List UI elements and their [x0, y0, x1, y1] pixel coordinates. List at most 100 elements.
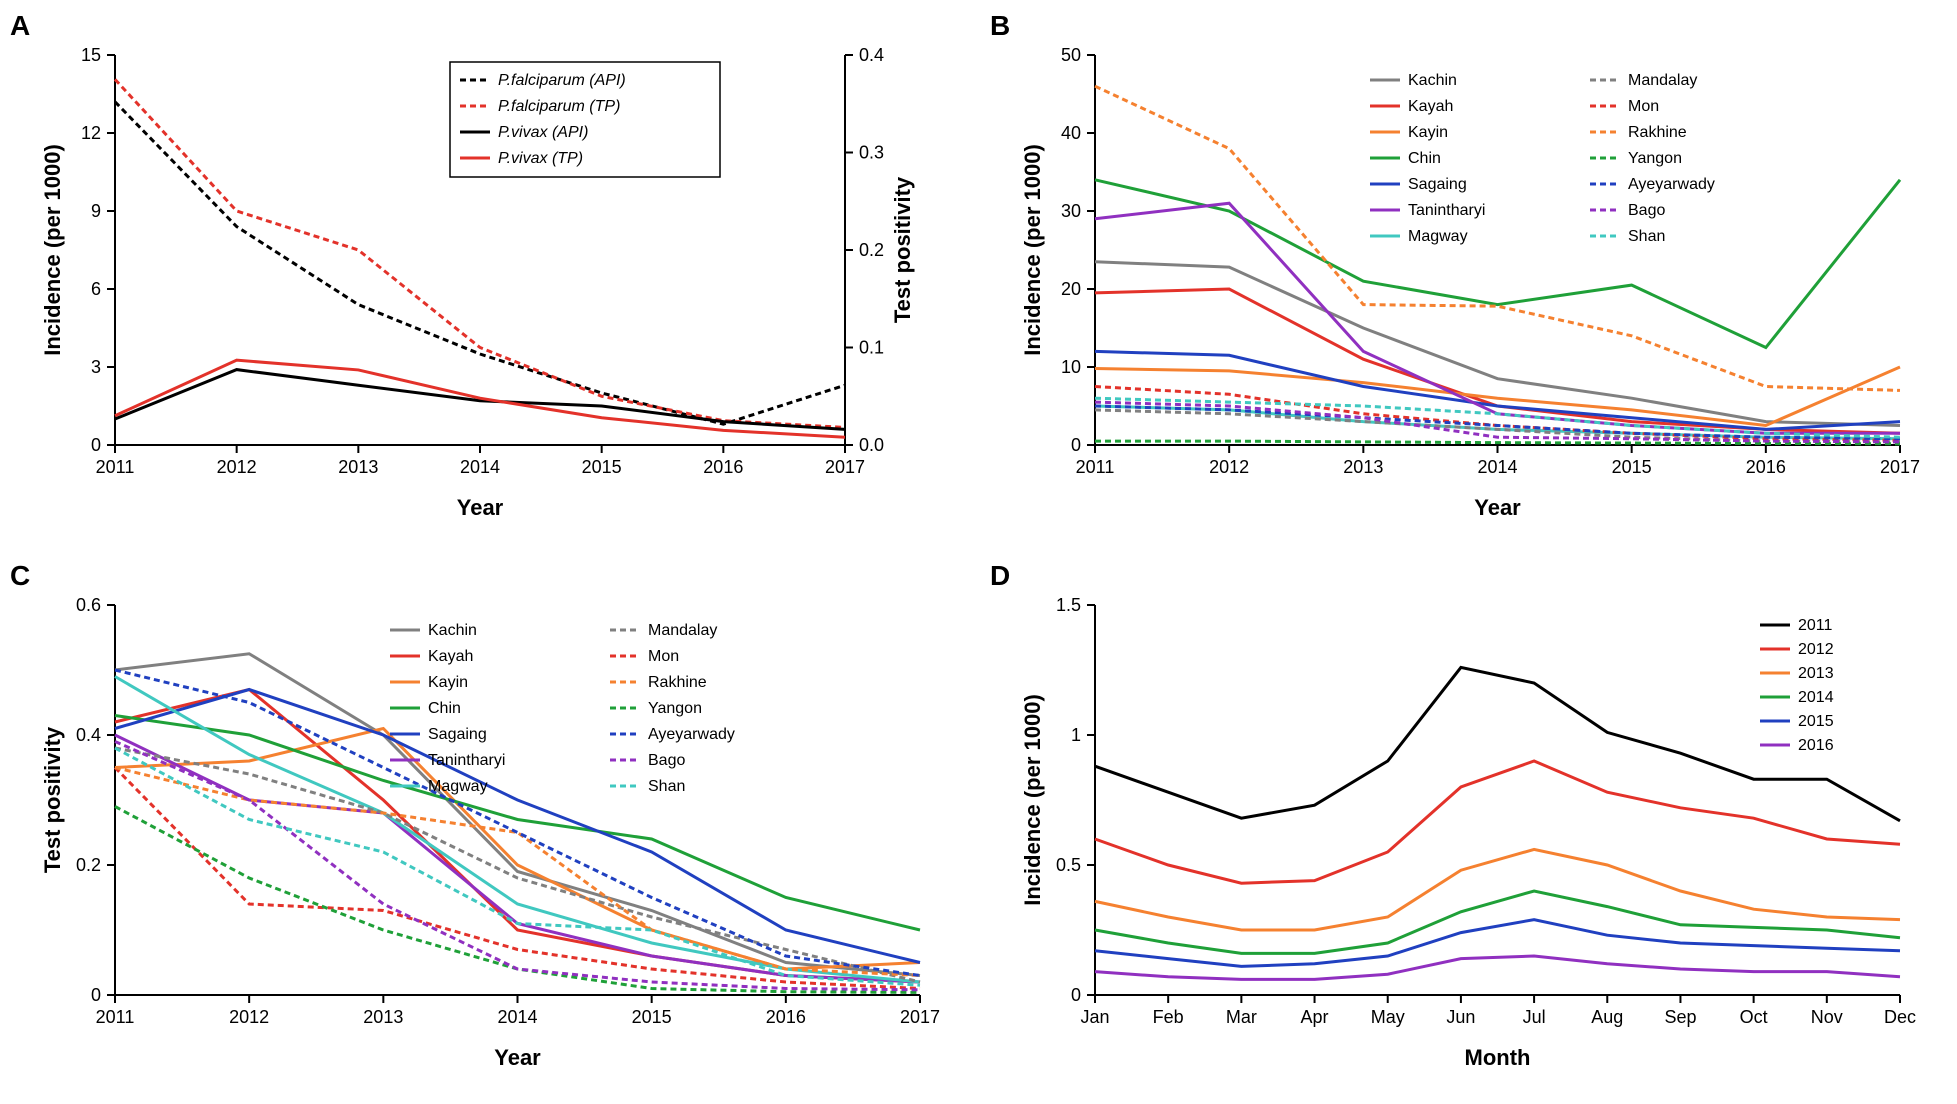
svg-text:Ayeyarwady: Ayeyarwady — [1628, 176, 1715, 193]
svg-text:0.2: 0.2 — [76, 855, 101, 875]
svg-text:2012: 2012 — [1209, 457, 1249, 477]
chart-grid: A 2011201220132014201520162017036912150.… — [20, 20, 1920, 1080]
svg-text:Yangon: Yangon — [648, 700, 702, 717]
svg-text:Kachin: Kachin — [1408, 72, 1457, 89]
svg-text:Kachin: Kachin — [428, 622, 477, 639]
svg-text:0.4: 0.4 — [76, 725, 101, 745]
svg-text:40: 40 — [1061, 123, 1081, 143]
svg-text:Apr: Apr — [1301, 1007, 1329, 1027]
svg-text:P.vivax (API): P.vivax (API) — [498, 124, 588, 141]
svg-text:2012: 2012 — [1798, 641, 1834, 658]
svg-text:2017: 2017 — [900, 1007, 940, 1027]
svg-text:9: 9 — [91, 201, 101, 221]
svg-text:0.0: 0.0 — [859, 435, 884, 455]
svg-text:50: 50 — [1061, 45, 1081, 65]
svg-text:0: 0 — [1071, 435, 1081, 455]
svg-text:0.3: 0.3 — [859, 143, 884, 163]
svg-text:Chin: Chin — [428, 700, 461, 717]
svg-text:Test positivity: Test positivity — [890, 176, 915, 323]
svg-text:12: 12 — [81, 123, 101, 143]
svg-text:2016: 2016 — [1746, 457, 1786, 477]
svg-text:Ayeyarwady: Ayeyarwady — [648, 726, 735, 743]
svg-text:2014: 2014 — [497, 1007, 537, 1027]
svg-text:Mon: Mon — [1628, 98, 1659, 115]
svg-text:2014: 2014 — [1798, 689, 1834, 706]
svg-text:Yangon: Yangon — [1628, 150, 1682, 167]
svg-text:1.5: 1.5 — [1056, 595, 1081, 615]
svg-text:Kayah: Kayah — [428, 648, 473, 665]
svg-text:2015: 2015 — [632, 1007, 672, 1027]
svg-text:15: 15 — [81, 45, 101, 65]
panel-a-svg: 2011201220132014201520162017036912150.00… — [20, 20, 940, 530]
svg-text:Sagaing: Sagaing — [428, 726, 487, 743]
panel-letter-d: D — [990, 560, 1010, 592]
svg-text:Bago: Bago — [1628, 202, 1665, 219]
svg-text:Chin: Chin — [1408, 150, 1441, 167]
svg-text:Jan: Jan — [1080, 1007, 1109, 1027]
svg-text:Test positivity: Test positivity — [40, 726, 65, 873]
svg-text:2011: 2011 — [96, 457, 135, 477]
svg-text:2017: 2017 — [825, 457, 865, 477]
svg-text:20: 20 — [1061, 279, 1081, 299]
svg-text:1: 1 — [1071, 725, 1081, 745]
svg-text:May: May — [1371, 1007, 1405, 1027]
svg-text:2011: 2011 — [96, 1007, 135, 1027]
svg-text:Bago: Bago — [648, 752, 685, 769]
panel-c-svg: 201120122013201420152016201700.20.40.6Ye… — [20, 570, 940, 1080]
svg-text:2012: 2012 — [217, 457, 257, 477]
svg-text:Incidence (per 1000): Incidence (per 1000) — [1020, 694, 1045, 906]
svg-text:2016: 2016 — [766, 1007, 806, 1027]
svg-text:Shan: Shan — [1628, 228, 1665, 245]
svg-text:Aug: Aug — [1591, 1007, 1623, 1027]
svg-text:10: 10 — [1061, 357, 1081, 377]
panel-b: B 20112012201320142015201620170102030405… — [1000, 20, 1920, 530]
svg-text:Rakhine: Rakhine — [648, 674, 707, 691]
svg-text:2014: 2014 — [1477, 457, 1517, 477]
svg-text:Feb: Feb — [1153, 1007, 1184, 1027]
panel-letter-b: B — [990, 10, 1010, 42]
svg-text:Mar: Mar — [1226, 1007, 1257, 1027]
svg-text:Rakhine: Rakhine — [1628, 124, 1687, 141]
svg-text:Magway: Magway — [428, 778, 488, 795]
svg-text:Kayin: Kayin — [1408, 124, 1448, 141]
svg-text:2015: 2015 — [582, 457, 622, 477]
svg-text:Nov: Nov — [1811, 1007, 1843, 1027]
svg-text:Year: Year — [457, 495, 504, 520]
panel-d-svg: Jan Feb Mar Apr May Jun Jul Aug Sep Oct Nov Dec 0 0.5… — [1000, 570, 1920, 1080]
svg-text:Year: Year — [1474, 495, 1521, 520]
svg-text:0: 0 — [91, 985, 101, 1005]
svg-text:0.5: 0.5 — [1056, 855, 1081, 875]
svg-text:0: 0 — [91, 435, 101, 455]
svg-text:Shan: Shan — [648, 778, 685, 795]
panel-d: D JanFebMarAprMayJunJulAugSepOctNovDec00… — [1000, 570, 1920, 1080]
svg-text:Month: Month — [1465, 1045, 1531, 1070]
svg-text:2012: 2012 — [229, 1007, 269, 1027]
svg-text:Tanintharyi: Tanintharyi — [428, 752, 505, 769]
svg-text:Jul: Jul — [1523, 1007, 1546, 1027]
svg-text:2015: 2015 — [1612, 457, 1652, 477]
svg-text:2013: 2013 — [338, 457, 378, 477]
svg-text:Sagaing: Sagaing — [1408, 176, 1467, 193]
svg-text:Jun: Jun — [1446, 1007, 1475, 1027]
panel-b-svg: 201120122013201420152016201701020304050Y… — [1000, 20, 1920, 530]
svg-text:2011: 2011 — [1076, 457, 1115, 477]
panel-a: A 2011201220132014201520162017036912150.… — [20, 20, 940, 530]
svg-text:0.1: 0.1 — [859, 338, 884, 358]
svg-text:6: 6 — [91, 279, 101, 299]
svg-text:Kayah: Kayah — [1408, 98, 1453, 115]
svg-text:2011: 2011 — [1798, 617, 1833, 634]
svg-text:3: 3 — [91, 357, 101, 377]
svg-text:Sep: Sep — [1664, 1007, 1696, 1027]
svg-text:0.6: 0.6 — [76, 595, 101, 615]
svg-text:Tanintharyi: Tanintharyi — [1408, 202, 1485, 219]
svg-text:0.2: 0.2 — [859, 240, 884, 260]
svg-text:2016: 2016 — [703, 457, 743, 477]
svg-text:Oct: Oct — [1740, 1007, 1768, 1027]
svg-text:2017: 2017 — [1880, 457, 1920, 477]
svg-text:0: 0 — [1071, 985, 1081, 1005]
svg-text:Incidence (per 1000): Incidence (per 1000) — [1020, 144, 1045, 356]
svg-text:0.4: 0.4 — [859, 45, 884, 65]
svg-text:30: 30 — [1061, 201, 1081, 221]
svg-text:Dec: Dec — [1884, 1007, 1916, 1027]
svg-text:2016: 2016 — [1798, 737, 1834, 754]
